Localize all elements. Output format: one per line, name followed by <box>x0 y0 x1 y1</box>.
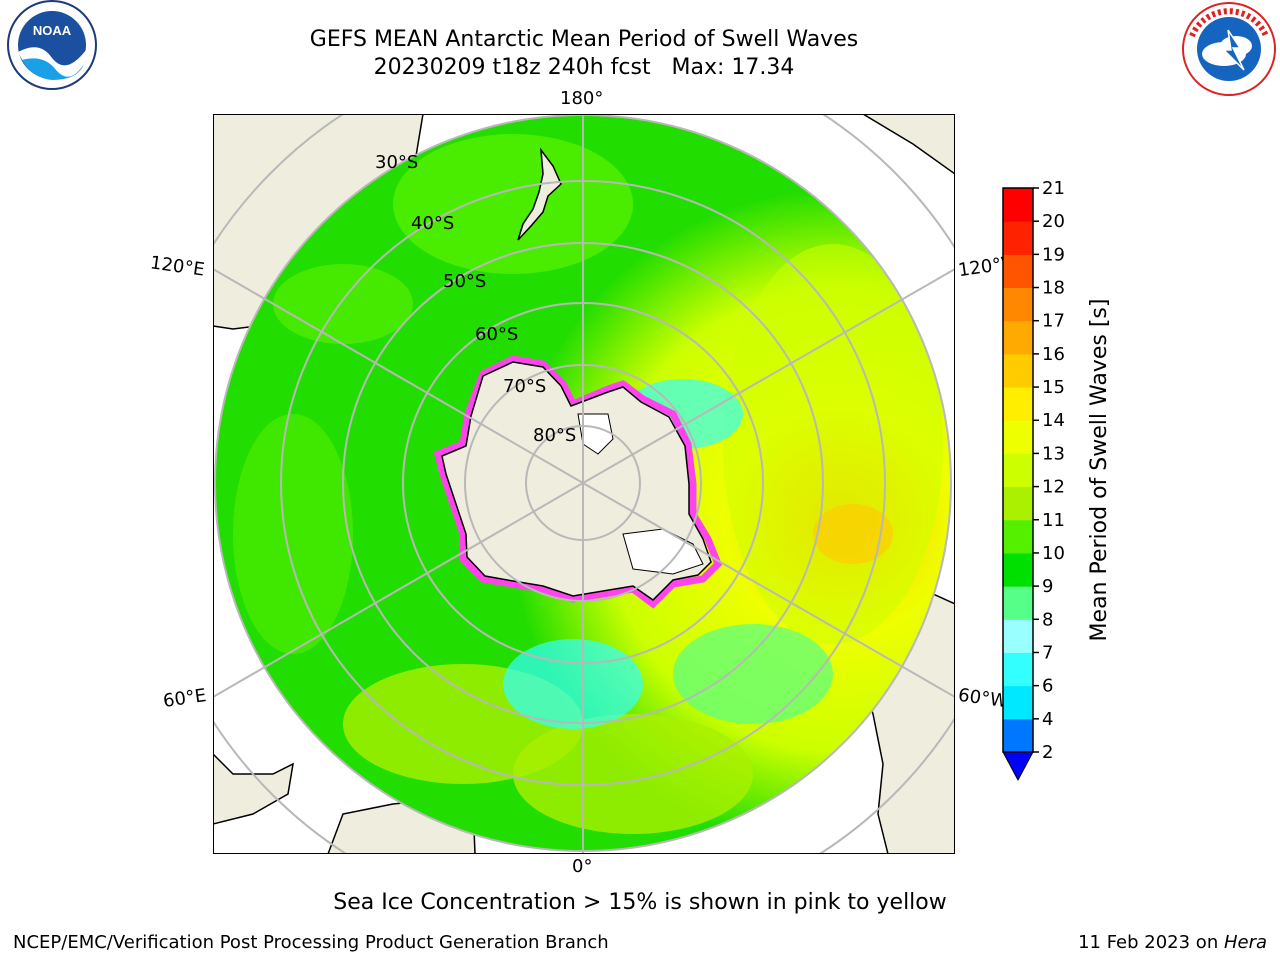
colorbar-ticks: 2 4 6 7 8 9 10 11 12 13 14 15 16 17 18 19 20 21 <box>1033 180 1065 763</box>
lat-label-40s: 40°S <box>411 213 454 234</box>
colorbar-tick-label: 9 <box>1042 576 1053 597</box>
colorbar-band <box>1003 387 1033 421</box>
colorbar: 2 4 6 7 8 9 10 11 12 13 14 15 16 17 18 19 20 21 Mean Peri… <box>1002 180 1112 782</box>
colorbar-tick-label: 15 <box>1042 377 1065 398</box>
noaa-logo: NOAA <box>7 0 97 90</box>
footer-credit: NCEP/EMC/Verification Post Processing Pr… <box>13 932 609 953</box>
lon-label-120e: 120°E <box>148 252 206 281</box>
lon-label-180: 180° <box>560 88 604 109</box>
colorbar-band <box>1003 519 1033 554</box>
polar-map: 30°S 40°S 50°S 60°S 70°S 80°S <box>213 114 955 854</box>
antarctica-ice-edge <box>433 355 723 609</box>
title-line-2: 20230209 t18z 240h fcst Max: 17.34 <box>373 55 795 80</box>
colorbar-band <box>1003 652 1033 687</box>
svg-text:NOAA: NOAA <box>33 23 72 38</box>
colorbar-band <box>1003 188 1033 222</box>
colorbar-tick-label: 8 <box>1042 609 1053 630</box>
sea-ice-caption: Sea Ice Concentration > 15% is shown in … <box>333 890 947 915</box>
colorbar-bands <box>1003 188 1033 753</box>
chart-title: GEFS MEAN Antarctic Mean Period of Swell… <box>0 26 1168 82</box>
lat-label-80s: 80°S <box>533 425 576 446</box>
lat-label-70s: 70°S <box>503 376 546 397</box>
colorbar-band <box>1003 453 1033 488</box>
colorbar-tick-label: 6 <box>1042 676 1053 697</box>
lat-label-50s: 50°S <box>443 271 486 292</box>
latitude-labels: 30°S 40°S 50°S 60°S 70°S 80°S <box>375 152 576 446</box>
nws-logo <box>1182 2 1276 96</box>
colorbar-band <box>1003 685 1033 720</box>
colorbar-tick-label: 11 <box>1042 510 1065 531</box>
colorbar-tick-label: 7 <box>1042 642 1053 663</box>
footer-date: 11 Feb 2023 on Hera <box>1078 932 1267 953</box>
colorbar-band <box>1003 254 1033 289</box>
colorbar-band <box>1003 287 1033 322</box>
colorbar-tick-label: 14 <box>1042 410 1065 431</box>
colorbar-tick-label: 4 <box>1042 709 1053 730</box>
colorbar-tick-label: 19 <box>1042 244 1065 265</box>
africa-land <box>213 752 294 825</box>
colorbar-tick-label: 16 <box>1042 344 1065 365</box>
lat-label-60s: 60°S <box>475 324 518 345</box>
colorbar-tick-label: 10 <box>1042 543 1065 564</box>
south-america-tip-land <box>861 114 955 175</box>
colorbar-tick-label: 17 <box>1042 311 1065 332</box>
colorbar-tick-label: 20 <box>1042 211 1065 232</box>
colorbar-band <box>1003 353 1033 388</box>
colorbar-band <box>1003 718 1033 753</box>
colorbar-tick-label: 18 <box>1042 278 1065 299</box>
colorbar-min-arrow <box>1002 751 1034 782</box>
colorbar-tick-label: 21 <box>1042 180 1065 199</box>
colorbar-band <box>1003 586 1033 620</box>
colorbar-tick-label: 12 <box>1042 477 1065 498</box>
colorbar-band <box>1003 221 1033 255</box>
lon-label-0: 0° <box>572 856 593 877</box>
lat-label-30s: 30°S <box>375 152 418 173</box>
footer-date-text: 11 Feb 2023 on <box>1078 932 1224 953</box>
colorbar-outline <box>1002 187 1034 753</box>
title-line-1: GEFS MEAN Antarctic Mean Period of Swell… <box>309 27 859 52</box>
colorbar-tick-label: 2 <box>1042 742 1053 763</box>
colorbar-band <box>1003 486 1033 521</box>
footer-host: Hera <box>1223 932 1267 953</box>
colorbar-band <box>1003 420 1033 454</box>
colorbar-label: Mean Period of Swell Waves [s] <box>1087 299 1112 642</box>
colorbar-band <box>1003 619 1033 653</box>
colorbar-band <box>1003 320 1033 355</box>
colorbar-band <box>1003 552 1033 587</box>
lon-label-60e: 60°E <box>161 685 208 712</box>
colorbar-tick-label: 13 <box>1042 443 1065 464</box>
